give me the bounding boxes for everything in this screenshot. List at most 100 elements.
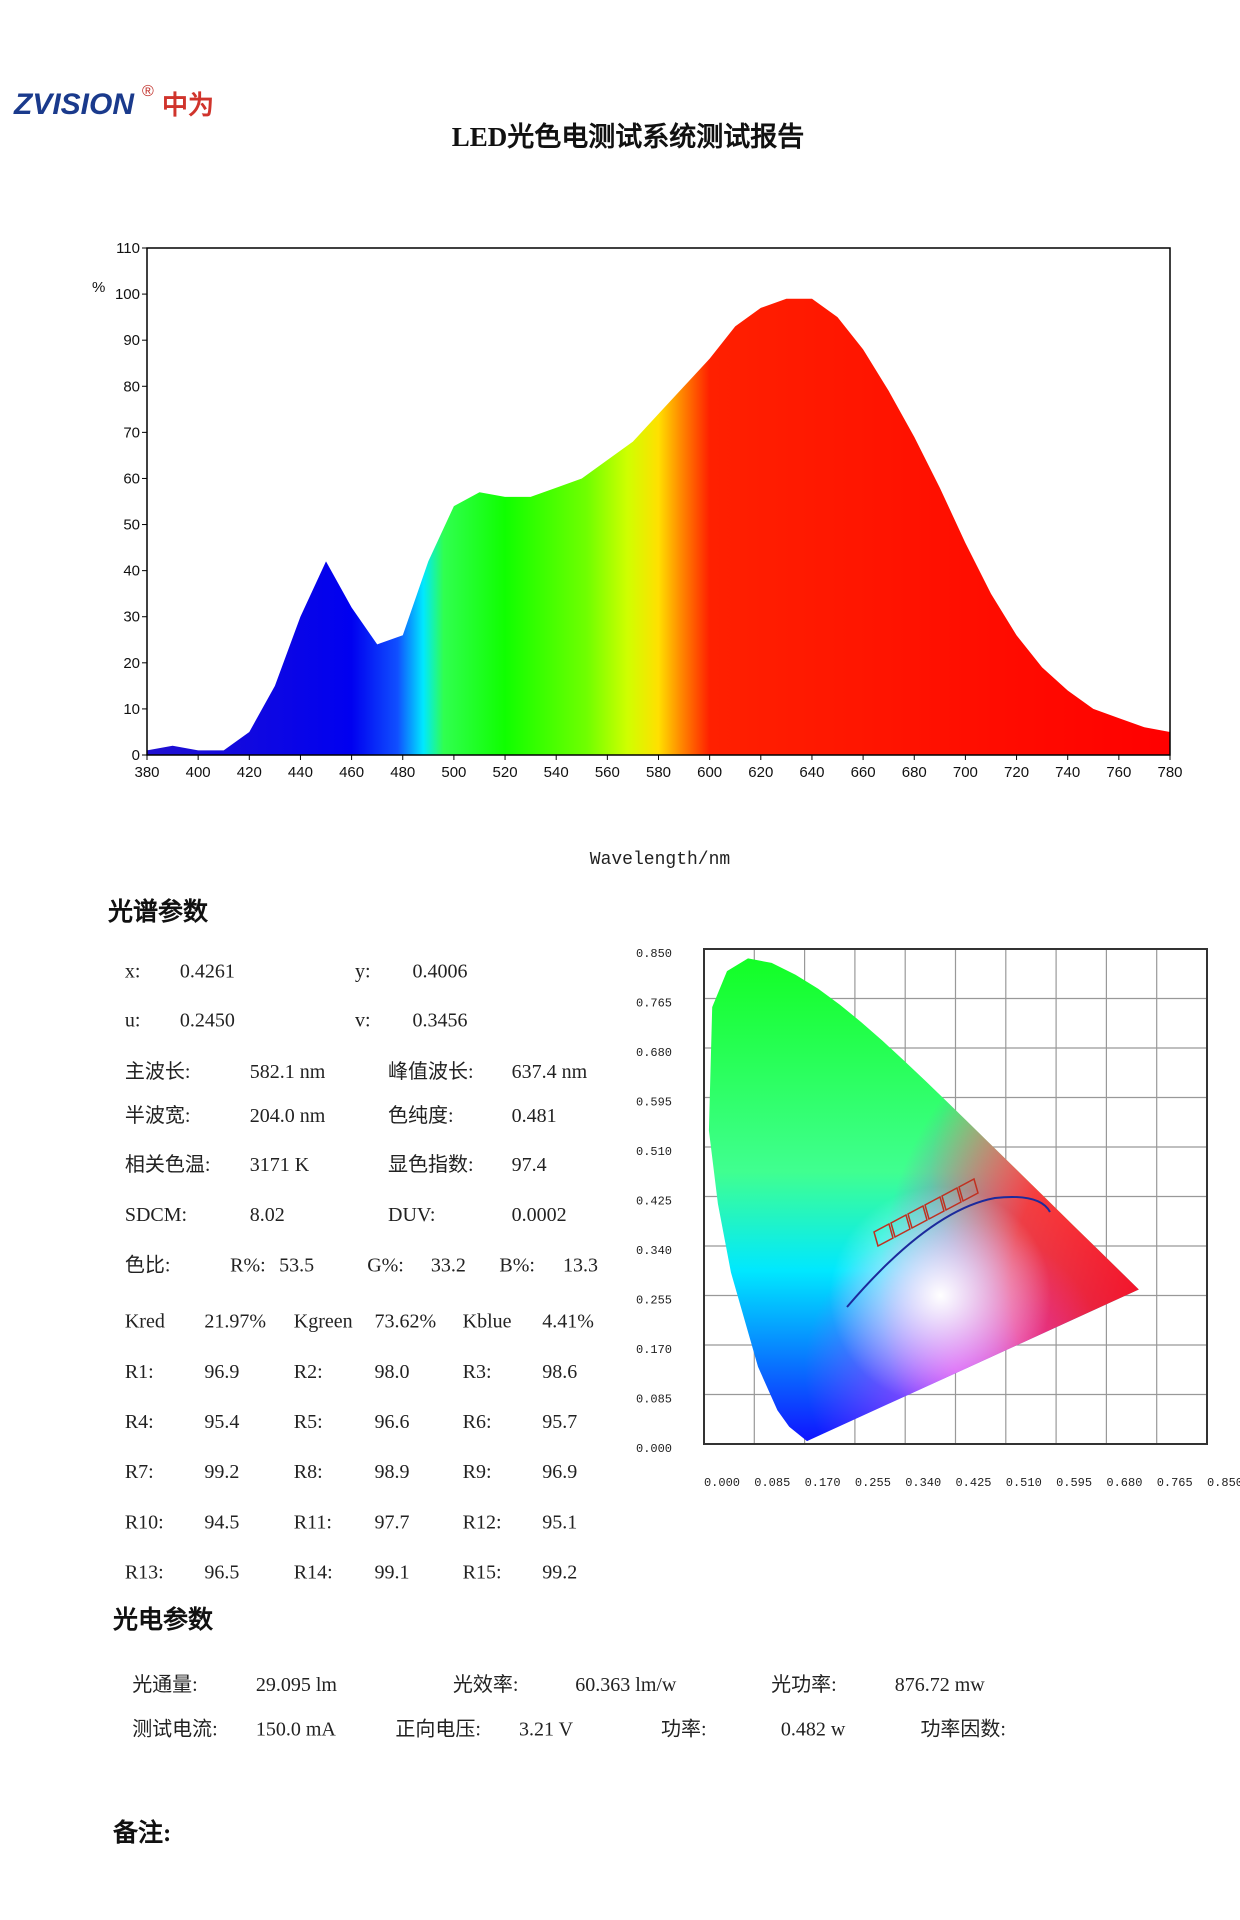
y-tick-label: 90 (123, 332, 140, 349)
y-tick-label: 0.255 (636, 1294, 672, 1308)
param-text: 0.0002 (512, 1204, 567, 1226)
param-text: 8.02 (250, 1204, 285, 1226)
param-text: R13: (125, 1562, 164, 1584)
param-text: R12: (463, 1511, 502, 1533)
param-text: 4.41% (542, 1311, 594, 1333)
param-text: 582.1 nm (250, 1061, 326, 1083)
x-tick-label: 0.255 (855, 1476, 891, 1490)
param-text: Kblue (463, 1311, 512, 1333)
param-text: 功率: (661, 1717, 707, 1740)
param-text: 主波长: (125, 1060, 191, 1083)
x-tick-label: 620 (748, 764, 773, 781)
y-tick-label: 0.680 (636, 1046, 672, 1060)
x-tick-label: 0.425 (955, 1476, 991, 1490)
x-tick-label: 400 (186, 764, 211, 781)
param-text: 97.7 (375, 1511, 410, 1533)
param-text: B%: (499, 1254, 535, 1276)
param-text: 0.4261 (180, 961, 235, 983)
y-tick-label: 0.510 (636, 1145, 672, 1159)
x-tick-label: 540 (544, 764, 569, 781)
x-tick-label: 780 (1157, 764, 1182, 781)
param-text: 94.5 (204, 1511, 239, 1533)
x-tick-label: 0.680 (1106, 1476, 1142, 1490)
param-text: 光功率: (771, 1673, 837, 1696)
ansi-bin (907, 1204, 928, 1230)
x-tick-label: 720 (1004, 764, 1029, 781)
x-tick-label: 580 (646, 764, 671, 781)
x-tick-label: 0.510 (1006, 1476, 1042, 1490)
x-tick-label: 380 (134, 764, 159, 781)
param-text: 半波宽: (125, 1104, 191, 1127)
ansi-bin (924, 1195, 945, 1221)
x-tick-label: 700 (953, 764, 978, 781)
param-text: 73.62% (375, 1311, 437, 1333)
param-text: 0.481 (512, 1105, 557, 1127)
y-tick-label: 0.000 (636, 1442, 672, 1456)
param-text: 99.2 (542, 1562, 577, 1584)
x-tick-label: 420 (237, 764, 262, 781)
param-text: 98.6 (542, 1361, 577, 1383)
x-tick-label: 600 (697, 764, 722, 781)
x-tick-label: 0.850 (1207, 1476, 1240, 1490)
x-tick-label: 500 (441, 764, 466, 781)
param-text: v: (355, 1010, 371, 1032)
param-text: 96.6 (375, 1411, 410, 1433)
y-tick-label: 0.765 (636, 997, 672, 1011)
param-text: 99.1 (375, 1562, 410, 1584)
param-text: R11: (294, 1511, 332, 1533)
logo-cn: 中为 (162, 90, 214, 120)
param-text: 0.482 w (781, 1718, 846, 1740)
param-text: x: (125, 961, 141, 983)
param-text: 53.5 (279, 1254, 314, 1276)
param-text: 95.1 (542, 1511, 577, 1533)
ansi-bin (890, 1213, 911, 1239)
param-text: 峰值波长: (388, 1060, 474, 1083)
x-tick-label: 0.000 (704, 1476, 740, 1490)
param-text: SDCM: (125, 1204, 187, 1226)
param-text: 功率因数: (920, 1717, 1006, 1740)
param-text: 29.095 lm (256, 1674, 338, 1696)
param-text: 相关色温: (125, 1153, 211, 1176)
y-tick-label: 0.595 (636, 1096, 672, 1110)
param-text: 光效率: (453, 1673, 519, 1696)
x-tick-label: 640 (799, 764, 824, 781)
param-text: 色比: (125, 1253, 171, 1276)
x-tick-label: 0.170 (805, 1476, 841, 1490)
param-text: R1: (125, 1361, 154, 1383)
param-text: 0.3456 (412, 1010, 467, 1032)
x-tick-label: 760 (1106, 764, 1131, 781)
x-tick-label: 740 (1055, 764, 1080, 781)
param-text: 光通量: (132, 1673, 198, 1696)
x-tick-label: 0.340 (905, 1476, 941, 1490)
ansi-bin (873, 1222, 894, 1248)
planckian-locus (846, 1196, 1051, 1308)
y-tick-label: 100 (115, 286, 140, 303)
y-tick-label: 0.425 (636, 1195, 672, 1209)
param-text: R10: (125, 1511, 164, 1533)
y-tick-label: 110 (116, 240, 140, 257)
param-text: R14: (294, 1562, 333, 1584)
y-tick-label: 50 (123, 517, 140, 534)
param-text: 色纯度: (388, 1104, 454, 1127)
logo-mark: ® (142, 83, 154, 100)
x-tick-label: 560 (595, 764, 620, 781)
param-text: R15: (463, 1562, 502, 1584)
y-tick-label: 80 (123, 378, 140, 395)
param-text: 13.3 (563, 1254, 598, 1276)
y-tick-label: 20 (123, 655, 140, 672)
param-text: 96.9 (542, 1461, 577, 1483)
x-tick-label: 660 (851, 764, 876, 781)
param-text: R5: (294, 1411, 323, 1433)
section-heading: 光电参数 (112, 1605, 214, 1634)
y-tick-label: 70 (123, 424, 140, 441)
param-text: Kgreen (294, 1311, 353, 1333)
param-text: 0.4006 (412, 961, 467, 983)
param-text: R9: (463, 1461, 492, 1483)
param-text: 33.2 (431, 1254, 466, 1276)
param-text: 60.363 lm/w (575, 1674, 677, 1696)
x-axis-label: Wavelength/nm (590, 850, 730, 870)
report-title: LED光色电测试系统测试报告 (452, 121, 805, 152)
param-text: R2: (294, 1361, 323, 1383)
